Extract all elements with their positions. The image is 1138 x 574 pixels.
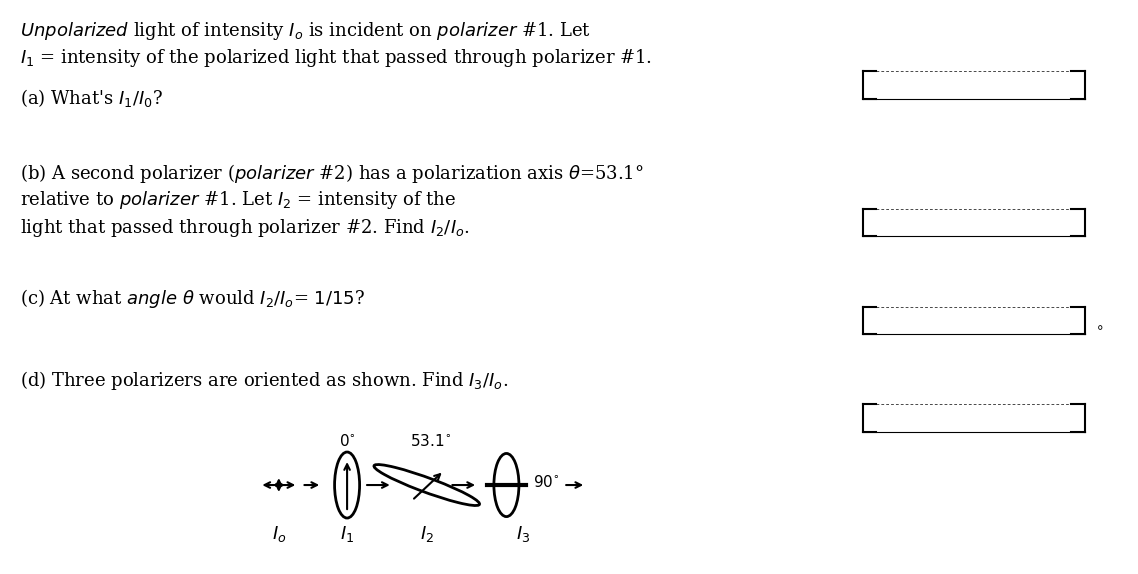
Text: $I_1$: $I_1$	[340, 524, 354, 544]
Ellipse shape	[374, 464, 479, 506]
Text: (a) What's $I_1/I_0$?: (a) What's $I_1/I_0$?	[20, 87, 164, 109]
Text: $I_3$: $I_3$	[517, 524, 530, 544]
Text: $I_1$ = intensity of the polarized light that passed through polarizer #1.: $I_1$ = intensity of the polarized light…	[20, 47, 652, 69]
Text: $I_o$: $I_o$	[272, 524, 286, 544]
Text: relative to $\mathit{polarizer}$ #1. Let $I_2$ = intensity of the: relative to $\mathit{polarizer}$ #1. Let…	[20, 189, 456, 211]
Text: $^{\circ}$: $^{\circ}$	[1095, 324, 1104, 342]
Text: (b) A second polarizer ($\mathit{polarizer}$ #2) has a polarization axis $\theta: (b) A second polarizer ($\mathit{polariz…	[20, 162, 644, 185]
Text: $\mathit{Unpolarized}$ light of intensity $I_o$ is incident on $\mathit{polarize: $\mathit{Unpolarized}$ light of intensit…	[20, 20, 592, 42]
Text: light that passed through polarizer #2. Find $I_2/I_o$.: light that passed through polarizer #2. …	[20, 217, 470, 239]
Text: $I_2$: $I_2$	[420, 524, 434, 544]
Text: (d) Three polarizers are oriented as shown. Find $I_3/I_o$.: (d) Three polarizers are oriented as sho…	[20, 369, 509, 391]
Ellipse shape	[494, 453, 519, 517]
Text: $53.1^{\circ}$: $53.1^{\circ}$	[410, 433, 451, 449]
Text: $90^{\circ}$: $90^{\circ}$	[533, 474, 559, 490]
Text: $0^{\circ}$: $0^{\circ}$	[339, 433, 355, 449]
Text: (c) At what $\mathit{angle}$ $\theta$ would $I_2/I_o$= $1/15$?: (c) At what $\mathit{angle}$ $\theta$ wo…	[20, 287, 365, 310]
Ellipse shape	[335, 452, 360, 518]
